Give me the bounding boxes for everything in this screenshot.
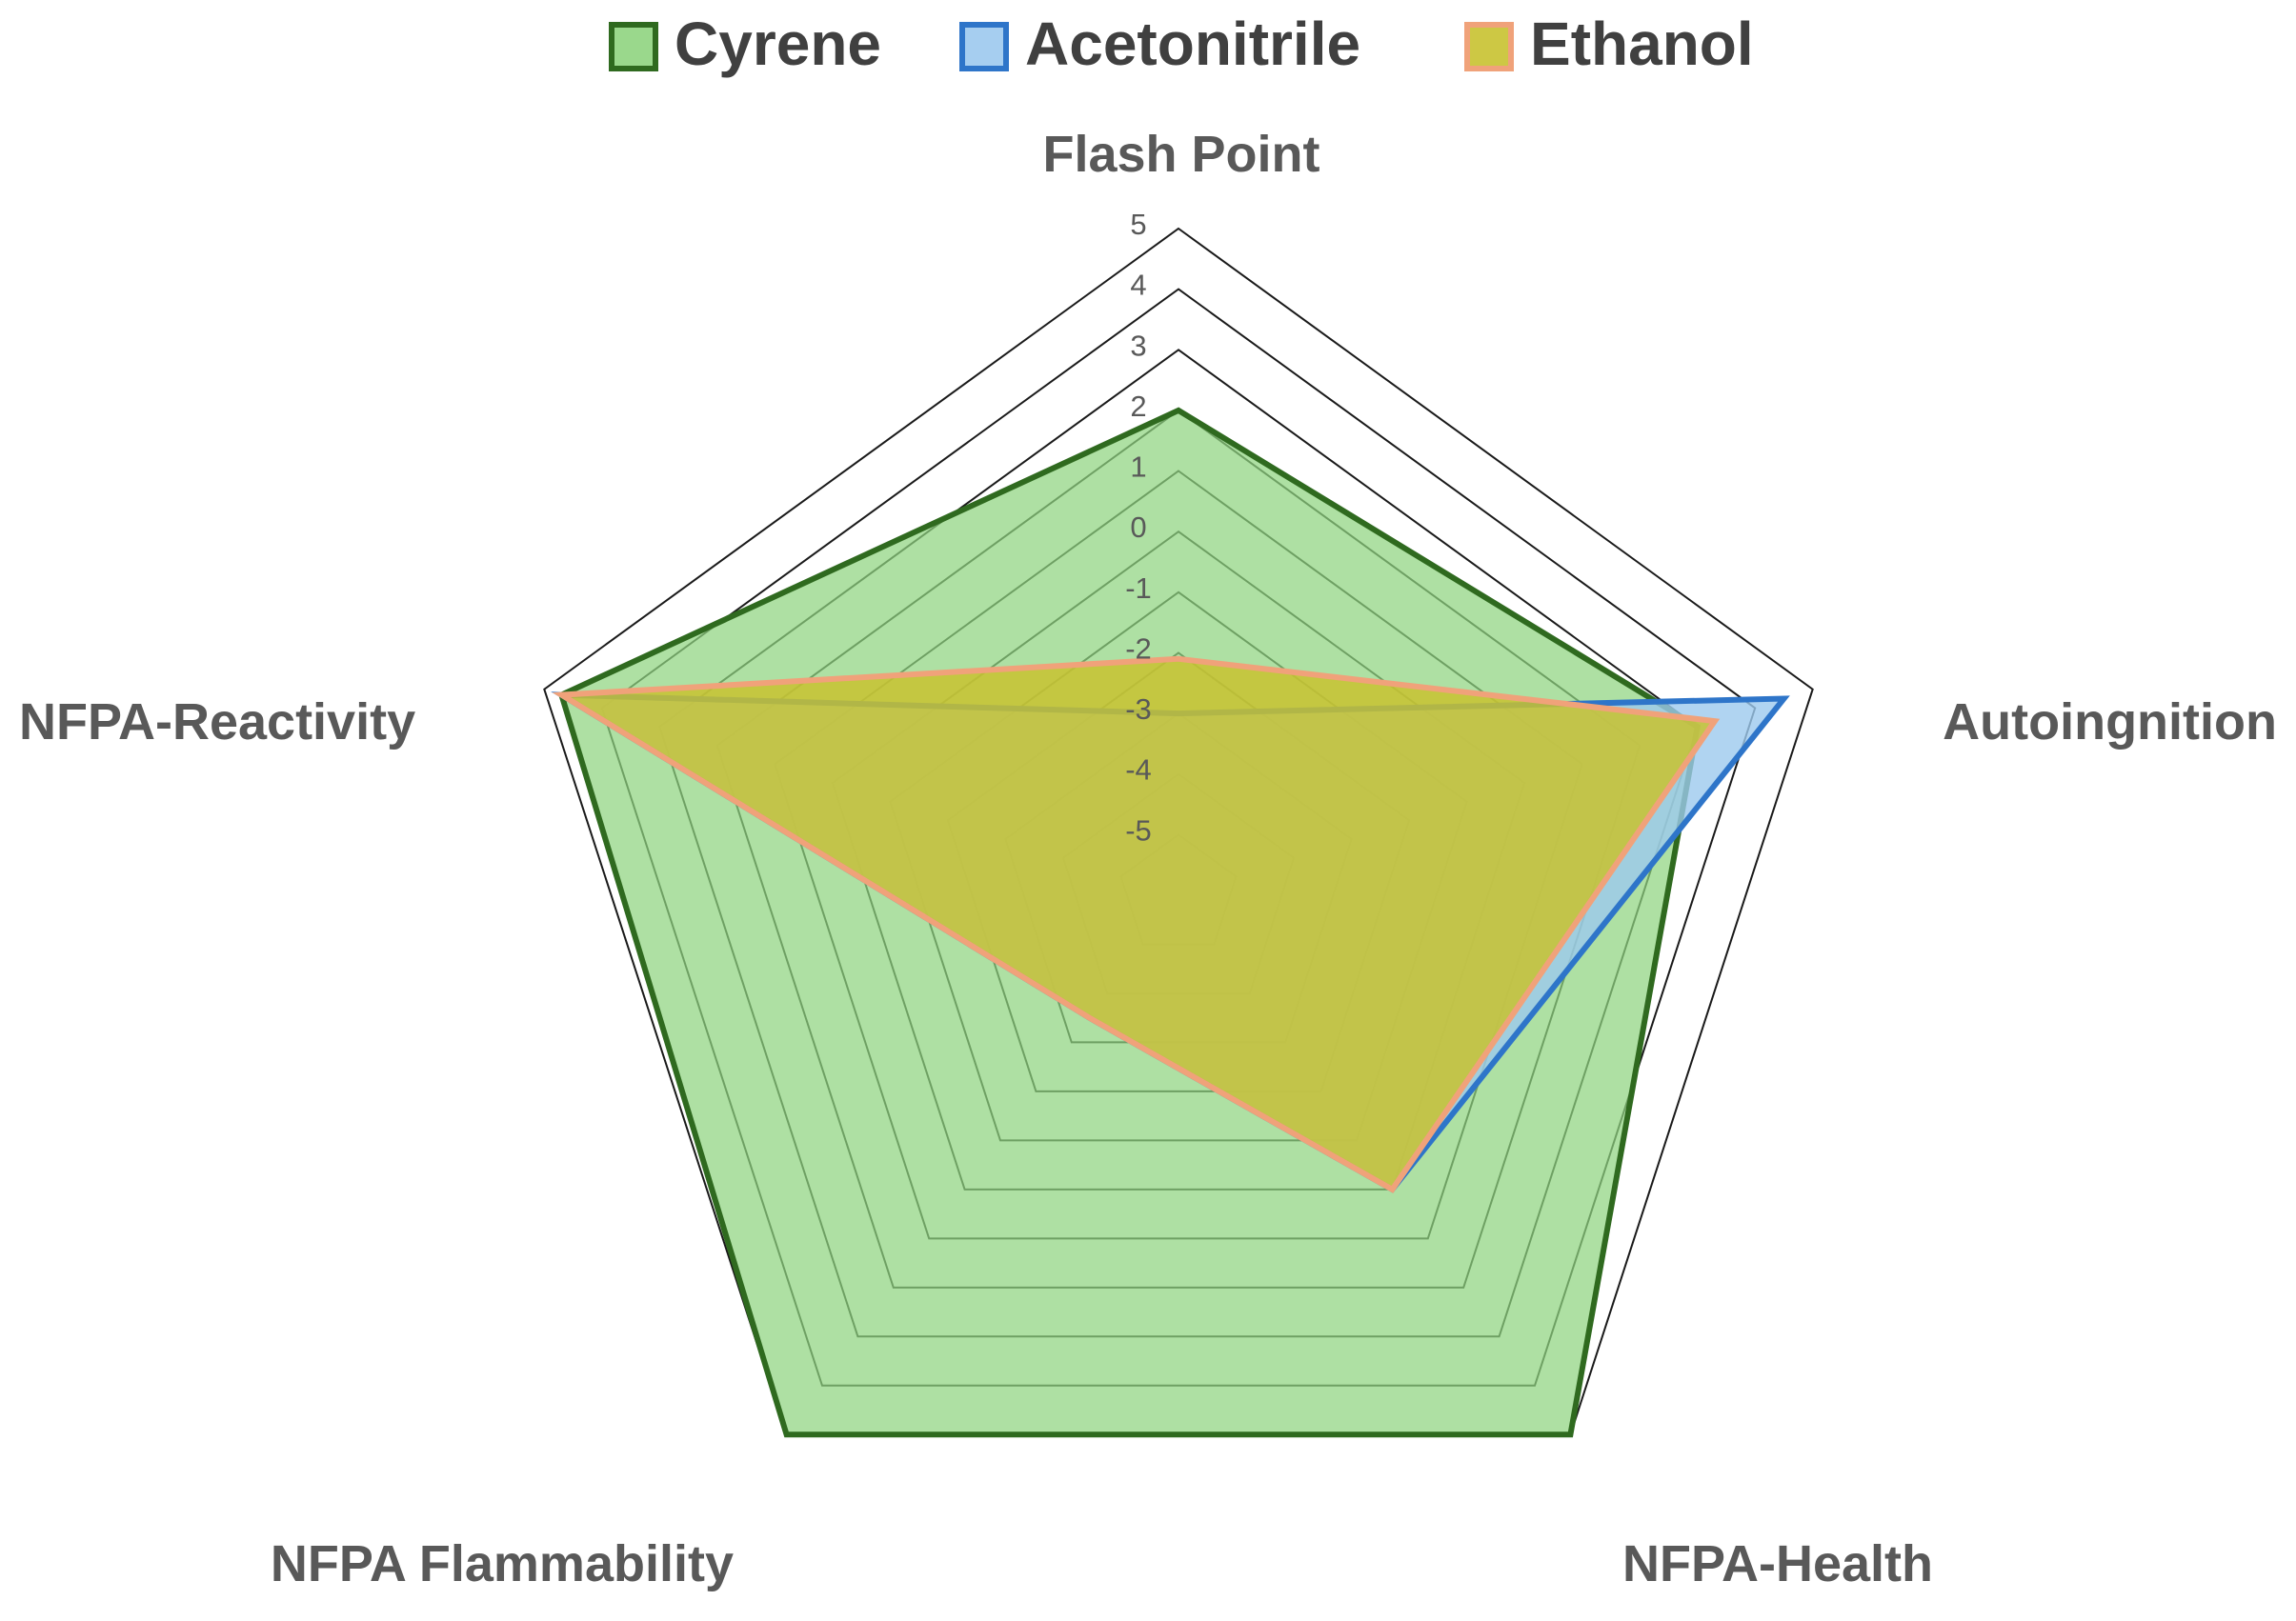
tick-label: -3 <box>1125 692 1152 726</box>
tick-label: 0 <box>1130 510 1146 544</box>
axis-label: Flash Point <box>1042 126 1319 183</box>
tick-label: -5 <box>1125 813 1152 847</box>
legend-swatch <box>1464 22 1514 71</box>
radar-tick-labels: -5 -4 -3 -2 -1 0 1 2 3 4 5 <box>1125 208 1152 847</box>
legend-item: Ethanol <box>1464 10 1754 78</box>
legend-label: Cyrene <box>675 10 881 78</box>
tick-label: -2 <box>1125 631 1152 665</box>
tick-label: 1 <box>1130 450 1146 484</box>
legend-swatch <box>609 22 658 71</box>
axis-label: Autoingnition <box>1943 693 2277 750</box>
tick-label: 5 <box>1130 208 1146 241</box>
legend-label: Ethanol <box>1530 10 1754 78</box>
series-area-ethanol <box>552 655 1721 1193</box>
chart-legend: Cyrene Acetonitrile Ethanol <box>609 10 1754 78</box>
tick-label: 4 <box>1130 269 1146 302</box>
legend-label: Acetonitrile <box>1025 10 1360 78</box>
legend-item: Acetonitrile <box>959 10 1360 78</box>
legend-swatch <box>959 22 1009 71</box>
tick-label: 3 <box>1130 329 1146 362</box>
tick-label: 2 <box>1130 390 1146 423</box>
tick-label: -4 <box>1125 753 1152 787</box>
tick-label: -1 <box>1125 571 1152 605</box>
axis-label: NFPA-Reactivity <box>19 693 415 750</box>
radar-series <box>551 407 1790 1438</box>
legend-item: Cyrene <box>609 10 881 78</box>
axis-label: NFPA-Health <box>1622 1535 1933 1592</box>
radar-axis-labels: Flash Point Autoingnition NFPA-Health NFPA … <box>19 126 2277 1592</box>
axis-label: NFPA Flammability <box>271 1535 734 1592</box>
